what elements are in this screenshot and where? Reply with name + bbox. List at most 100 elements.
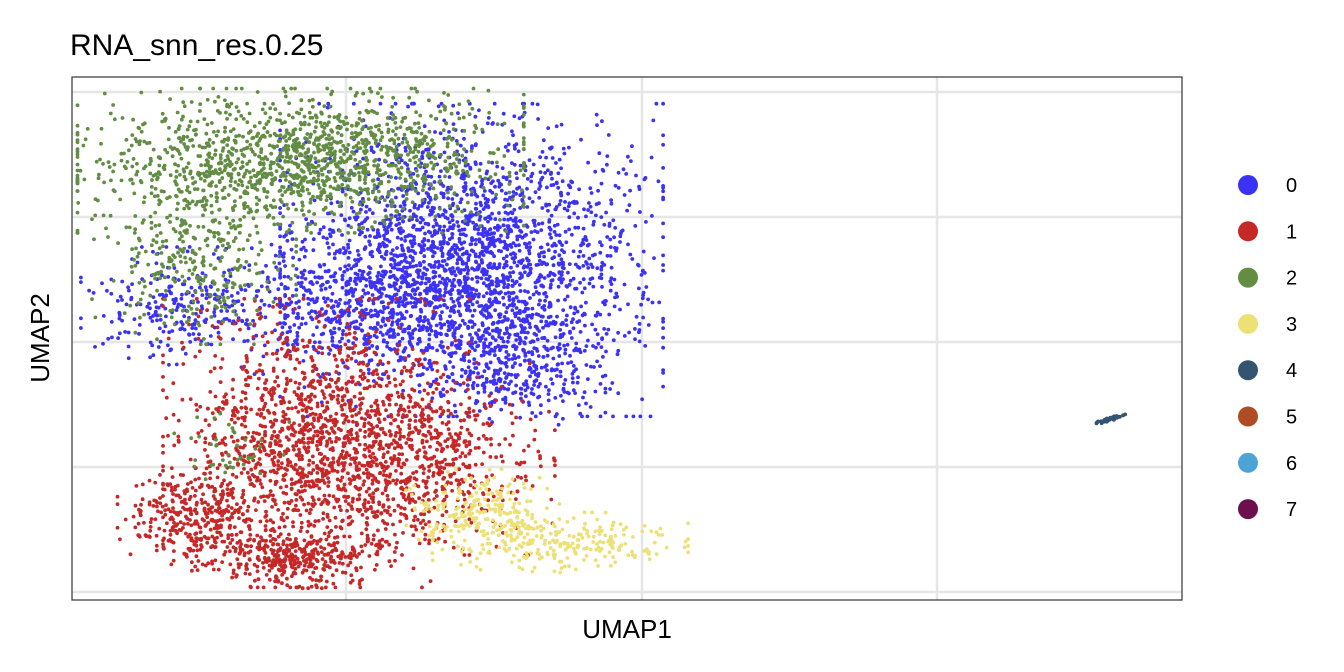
point-cluster-0 [468,371,473,376]
point-cluster-0 [452,310,457,314]
point-cluster-0 [93,345,97,349]
point-cluster-0 [363,291,367,296]
point-cluster-1 [248,533,253,537]
point-cluster-0 [348,304,352,309]
point-cluster-1 [340,475,345,480]
point-cluster-1 [373,413,378,417]
point-cluster-1 [325,499,329,503]
point-cluster-1 [386,374,391,379]
point-cluster-0 [473,242,478,247]
point-cluster-0 [595,332,600,337]
point-cluster-0 [511,324,516,329]
point-cluster-0 [437,174,442,179]
point-cluster-1 [342,494,347,499]
point-cluster-0 [403,161,407,165]
point-cluster-1 [302,371,307,376]
point-cluster-0 [492,231,496,236]
point-cluster-1 [163,508,168,513]
point-cluster-0 [382,233,386,238]
point-cluster-1 [325,525,330,529]
point-cluster-0 [528,267,533,272]
point-cluster-0 [487,241,492,246]
point-cluster-1 [340,518,345,523]
point-cluster-0 [513,361,517,366]
point-cluster-0 [408,254,413,259]
point-cluster-1 [285,380,290,385]
point-cluster-1 [467,349,472,354]
point-cluster-0 [518,311,522,315]
point-cluster-1 [357,493,362,497]
point-cluster-1 [229,434,234,439]
point-cluster-0 [251,318,256,323]
point-cluster-0 [395,267,400,272]
point-cluster-0 [390,323,394,327]
point-cluster-1 [277,525,282,530]
point-cluster-1 [414,357,419,362]
point-cluster-0 [525,385,530,390]
point-cluster-0 [474,180,478,185]
point-cluster-0 [447,220,452,225]
point-cluster-0 [362,310,366,315]
point-cluster-0 [339,308,344,313]
point-cluster-0 [347,216,352,221]
point-cluster-0 [393,287,398,291]
point-cluster-1 [232,510,237,515]
point-cluster-1 [221,400,225,404]
point-cluster-0 [300,239,305,244]
point-cluster-1 [169,466,174,471]
point-cluster-1 [367,486,371,491]
point-cluster-0 [559,280,564,285]
point-cluster-0 [310,317,315,322]
point-cluster-0 [442,298,446,303]
point-cluster-1 [335,364,340,369]
point-cluster-0 [484,362,489,367]
point-cluster-0 [492,244,497,249]
point-cluster-1 [314,316,319,320]
point-cluster-0 [422,266,427,270]
point-cluster-0 [341,246,346,250]
point-cluster-1 [409,524,414,529]
point-cluster-0 [488,379,493,384]
point-cluster-1 [328,461,333,466]
point-cluster-0 [474,238,478,242]
point-cluster-0 [190,326,195,330]
point-cluster-0 [425,205,430,209]
point-cluster-1 [161,468,165,473]
point-cluster-1 [306,441,310,445]
point-cluster-0 [451,299,456,304]
point-cluster-1 [310,454,315,459]
point-cluster-0 [454,243,458,248]
point-cluster-1 [343,342,348,347]
point-cluster-0 [368,283,373,288]
point-cluster-0 [422,254,427,259]
point-cluster-0 [512,302,516,307]
point-cluster-0 [126,344,131,349]
point-cluster-0 [499,188,504,193]
point-cluster-0 [579,304,583,309]
point-cluster-0 [493,308,497,313]
point-cluster-0 [468,167,473,171]
point-cluster-0 [393,214,398,219]
point-cluster-0 [533,285,538,290]
point-cluster-0 [317,276,322,280]
point-cluster-1 [134,484,139,488]
point-cluster-0 [445,276,450,281]
point-cluster-1 [364,489,369,494]
point-cluster-1 [361,361,366,366]
point-cluster-0 [289,300,294,304]
point-cluster-0 [185,249,190,254]
point-cluster-1 [296,410,301,414]
point-cluster-1 [291,444,296,449]
point-cluster-0 [150,319,155,323]
point-cluster-0 [408,239,413,244]
point-cluster-0 [394,223,399,228]
point-cluster-1 [317,497,321,502]
point-cluster-0 [490,190,495,195]
point-cluster-0 [412,205,417,210]
point-cluster-0 [406,354,411,358]
point-cluster-1 [196,336,201,341]
point-cluster-0 [514,295,519,300]
point-cluster-0 [589,364,593,369]
point-cluster-0 [356,253,361,257]
point-cluster-0 [304,248,308,253]
